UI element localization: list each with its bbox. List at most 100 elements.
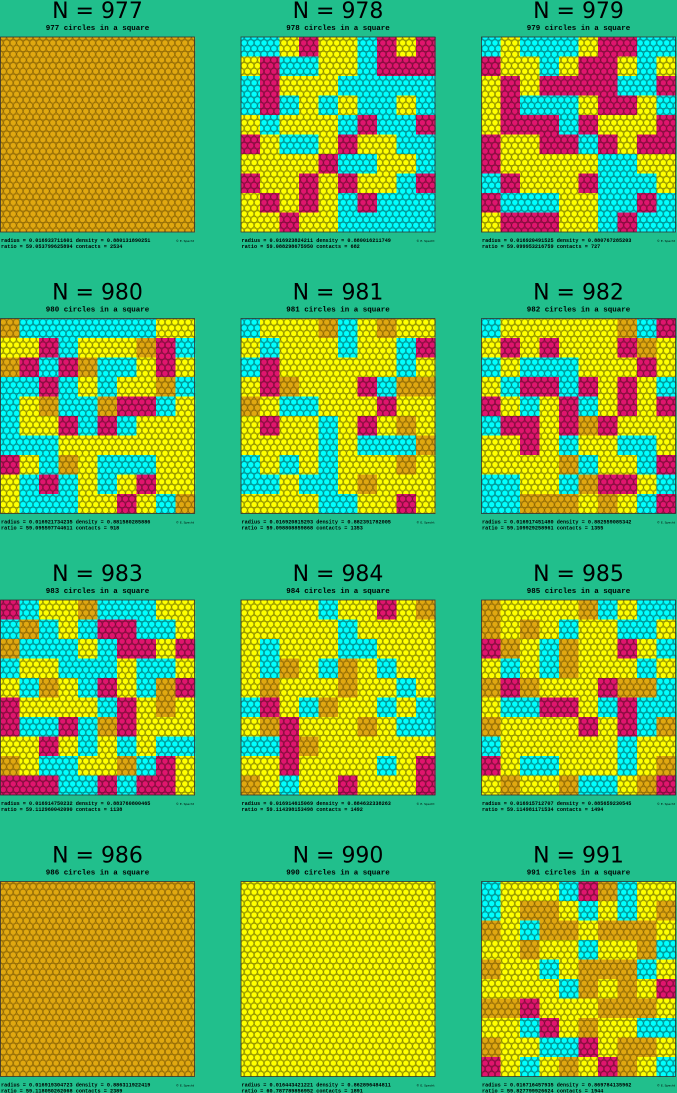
panel-title: N = 981 xyxy=(293,281,384,306)
packing-region xyxy=(97,1037,118,1058)
packing-region xyxy=(520,940,540,960)
packing-region xyxy=(396,37,417,57)
packing-region xyxy=(175,658,196,679)
packing-region xyxy=(377,37,397,57)
packing-region xyxy=(299,658,319,679)
packing-region xyxy=(416,600,436,620)
packing-region xyxy=(637,619,657,640)
panel-subtitle: 980 circles in a square xyxy=(46,307,150,315)
packing-region xyxy=(78,357,98,378)
packing-region xyxy=(338,56,358,77)
packing-region xyxy=(338,115,358,135)
packing-region xyxy=(318,455,339,475)
packing-region xyxy=(39,600,59,620)
packing-region xyxy=(338,1018,358,1038)
packing-region xyxy=(318,1037,339,1058)
packing-region xyxy=(240,56,261,77)
packing-region xyxy=(377,959,397,980)
packing-region xyxy=(260,756,280,776)
packing-region xyxy=(637,37,657,57)
packing-region xyxy=(500,212,521,233)
packing-region xyxy=(637,115,657,135)
packing-region xyxy=(396,318,417,339)
packing-region xyxy=(97,173,118,194)
packing-region xyxy=(156,37,176,57)
packing-image xyxy=(0,318,196,514)
packing-region xyxy=(97,959,118,980)
packing-region xyxy=(357,940,378,960)
packing-region xyxy=(240,396,261,417)
packing-region xyxy=(175,736,196,757)
packing-region xyxy=(377,717,397,737)
packing-region xyxy=(19,639,40,659)
packing-region xyxy=(318,979,339,999)
packing-region xyxy=(338,940,358,960)
packing-region xyxy=(156,134,176,155)
packing-region xyxy=(416,76,436,96)
packing-region xyxy=(260,95,280,116)
square-border xyxy=(240,599,436,796)
packing-region xyxy=(97,600,118,620)
packing-region xyxy=(617,154,638,174)
packing-region xyxy=(39,76,59,96)
packing-region xyxy=(299,76,319,96)
packing-region xyxy=(136,455,157,475)
packing-region xyxy=(156,717,176,737)
packing-region xyxy=(617,357,638,378)
packing-region xyxy=(598,940,618,960)
packing-region xyxy=(520,37,540,57)
packing-region xyxy=(338,76,358,96)
packing-region xyxy=(396,416,417,436)
packing-image xyxy=(0,881,196,1077)
packing-region xyxy=(559,920,579,941)
packing-region xyxy=(39,494,59,514)
packing-region xyxy=(637,756,657,776)
packing-region xyxy=(318,959,339,980)
credit: © E. Specht xyxy=(416,802,435,806)
packing-region xyxy=(357,37,378,57)
packing-region xyxy=(78,95,98,116)
packing-region xyxy=(0,736,20,757)
packing-region xyxy=(136,115,157,135)
packing-region xyxy=(97,474,118,495)
packing-region xyxy=(539,756,560,776)
packing-region xyxy=(240,212,261,233)
packing-region xyxy=(500,619,521,640)
packing-region xyxy=(19,357,40,378)
packing-region xyxy=(156,396,176,417)
packing-region xyxy=(136,318,157,339)
packing-region xyxy=(500,940,521,960)
packing-region xyxy=(19,756,40,776)
packing-region xyxy=(260,736,280,757)
packing-region xyxy=(117,338,137,358)
packing-region xyxy=(78,37,98,57)
packing-region xyxy=(156,1037,176,1058)
packing-region xyxy=(617,37,638,57)
packing-region xyxy=(58,736,79,757)
packing-region xyxy=(357,435,378,456)
packing-region xyxy=(240,920,261,941)
packing-region xyxy=(175,37,196,57)
packing-region xyxy=(39,318,59,339)
packing-region xyxy=(357,600,378,620)
packing-region xyxy=(637,474,657,495)
packing-region xyxy=(357,1057,378,1077)
packing-region xyxy=(39,416,59,436)
packing-region xyxy=(279,173,300,194)
packing-region xyxy=(299,940,319,960)
packing-region xyxy=(559,979,579,999)
packing-region xyxy=(416,56,436,77)
packing-region xyxy=(656,920,677,941)
packing-region xyxy=(559,619,579,640)
credit: © E. Specht xyxy=(416,1084,435,1088)
packing-region xyxy=(78,396,98,417)
packing-region xyxy=(260,474,280,495)
packing-region xyxy=(19,455,40,475)
packing-region xyxy=(136,756,157,776)
packing-region xyxy=(578,1057,599,1077)
packing-region xyxy=(539,173,560,194)
packing-region xyxy=(637,775,657,796)
stats-line: ratio = 60.787789856952 contacts = 1891 xyxy=(242,1089,363,1093)
